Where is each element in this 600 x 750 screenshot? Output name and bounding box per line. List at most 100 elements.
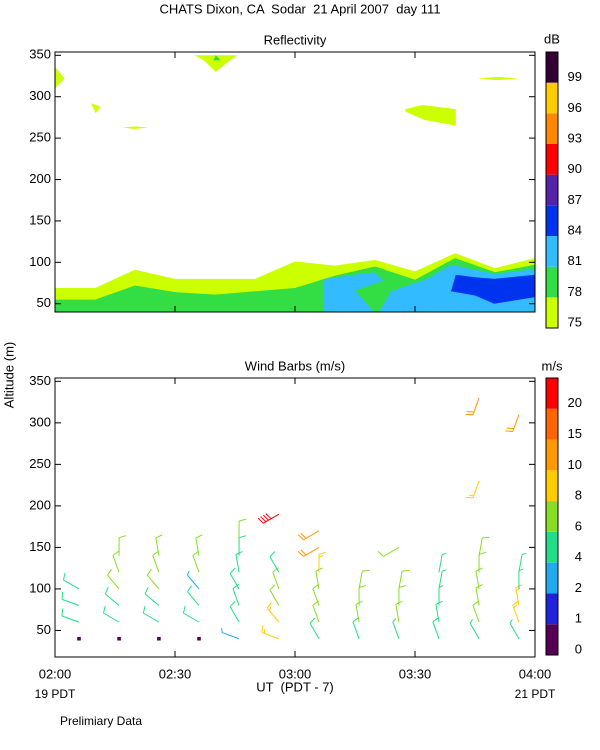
barb-feather xyxy=(401,569,410,572)
y-tick-label: 150 xyxy=(29,212,51,227)
colorbar-swatch xyxy=(546,297,558,328)
barb-feather xyxy=(269,584,276,591)
barb-staff xyxy=(112,555,120,573)
barb-feather xyxy=(104,587,109,595)
plot-frame xyxy=(54,377,536,658)
colorbar-swatch xyxy=(546,501,558,532)
barb-feather xyxy=(62,572,66,581)
barb-feather xyxy=(300,532,307,539)
wind-barb xyxy=(229,600,240,623)
barb-feather xyxy=(186,570,190,576)
wind-barb xyxy=(309,617,320,639)
wind-barb xyxy=(438,569,447,589)
barb-staff xyxy=(509,622,520,639)
barb-feather xyxy=(107,568,113,576)
contour-region xyxy=(91,103,101,114)
barb-feather xyxy=(262,514,269,521)
colorbar-label: 20 xyxy=(568,395,582,410)
barb-feather xyxy=(112,550,120,556)
wind-barb xyxy=(312,583,320,606)
barb-staff xyxy=(472,605,480,623)
colorbar-title: dB xyxy=(544,31,560,46)
wind-barb xyxy=(221,628,240,640)
colorbar-swatch xyxy=(546,82,558,114)
x-tick-label: 02:30 xyxy=(159,666,192,681)
barb-feather xyxy=(192,550,200,556)
barb-feather xyxy=(432,617,440,623)
barb-feather xyxy=(478,551,487,555)
calm-marker xyxy=(77,636,81,641)
x-tick-label: 03:00 xyxy=(279,666,312,681)
barb-staff xyxy=(352,621,360,639)
footer: Prelimiary Data xyxy=(60,714,142,728)
barb-feather xyxy=(318,554,324,558)
barb-feather xyxy=(521,552,527,556)
barb-feather xyxy=(266,602,272,609)
barb-feather xyxy=(297,534,304,541)
barb-staff xyxy=(187,591,200,606)
colorbar-label: 93 xyxy=(568,130,582,145)
wind-barb xyxy=(512,600,520,623)
calm-marker xyxy=(117,636,121,641)
contour-region xyxy=(477,76,519,81)
barb-feather xyxy=(465,413,473,416)
barb-feather xyxy=(512,600,519,606)
wind-barb xyxy=(352,617,360,639)
colorbar-frame xyxy=(545,51,559,329)
wind-barb xyxy=(195,534,203,556)
wind-barb xyxy=(155,534,163,556)
barb-staff xyxy=(221,632,240,640)
barb-staff xyxy=(183,612,200,623)
barb-feather xyxy=(265,513,272,520)
wind-barb xyxy=(472,600,480,623)
wind-barb xyxy=(261,625,280,640)
barb-staff xyxy=(432,621,440,639)
barb-feather xyxy=(268,606,272,611)
barb-staff xyxy=(438,554,443,573)
colorbar-label: 15 xyxy=(568,426,582,441)
colorbar-swatch xyxy=(546,266,558,298)
barb-feather xyxy=(509,619,513,624)
y-tick-label: 350 xyxy=(29,373,51,388)
contour-region xyxy=(451,274,535,304)
barb-feather xyxy=(513,604,518,609)
colorbar-swatch xyxy=(546,236,558,267)
barb-staff xyxy=(392,621,400,639)
colorbar-label: 81 xyxy=(568,253,582,268)
wind-barb xyxy=(118,535,127,556)
barb-feather xyxy=(297,550,304,557)
barb-feather xyxy=(221,628,223,633)
barb-feather xyxy=(472,600,480,606)
x-sublabel: 21 PDT xyxy=(515,687,556,701)
x-tick-label: 03:30 xyxy=(399,666,432,681)
y-tick-label: 100 xyxy=(29,254,51,269)
colorbar-swatch xyxy=(546,470,558,502)
y-tick-label: 50 xyxy=(37,295,51,310)
barb-staff xyxy=(315,571,320,589)
barb-staff xyxy=(438,571,443,589)
barb-feather xyxy=(269,551,276,558)
barb-feather xyxy=(475,584,483,589)
wind-barb xyxy=(103,605,120,623)
wind-barb xyxy=(257,513,280,524)
barb-feather xyxy=(61,608,64,617)
x-sublabel: 19 PDT xyxy=(35,687,76,701)
y-tick-label: 350 xyxy=(29,47,51,62)
barb-feather xyxy=(505,430,513,432)
colorbar-label: 90 xyxy=(568,161,582,176)
barb-feather xyxy=(263,629,266,634)
barb-feather xyxy=(257,517,264,524)
calm-marker xyxy=(157,636,161,641)
colorbar-label: 84 xyxy=(568,222,582,237)
barb-feather xyxy=(441,552,447,556)
wind-barb xyxy=(358,569,370,589)
barb-staff xyxy=(155,537,160,556)
wind-barb xyxy=(104,587,120,606)
wind-barb xyxy=(398,585,407,606)
wind-barb xyxy=(272,567,280,590)
barb-feather xyxy=(398,585,407,588)
colorbar-swatch xyxy=(546,144,558,175)
wind-barb xyxy=(392,618,400,639)
y-tick-label: 200 xyxy=(29,497,51,512)
